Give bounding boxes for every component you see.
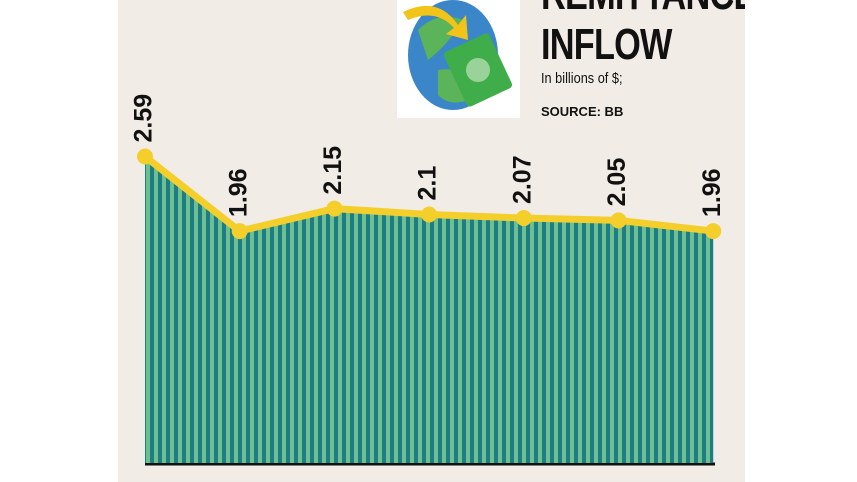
banknote-seal: [466, 58, 490, 82]
value-label: 2.07: [508, 155, 536, 204]
continent: [418, 16, 463, 61]
value-label: 2.1: [414, 166, 442, 201]
point: [137, 148, 153, 165]
point: [326, 200, 343, 217]
illustration: [397, 0, 520, 118]
chart: 2.59 1.96 2.15 2.1 2.07 2.05 1.96: [130, 94, 726, 466]
point: [421, 206, 438, 223]
chart-subtitle: In billions of $;: [541, 70, 623, 87]
chart-source: SOURCE: BB: [541, 104, 624, 119]
point: [705, 223, 722, 240]
value-label: 1.96: [698, 168, 726, 217]
point: [515, 210, 532, 227]
value-label: 2.15: [319, 146, 347, 195]
panel: REMITTANCE INFLOW In billions of $; SOUR…: [118, 0, 745, 482]
point: [610, 212, 627, 229]
arrow: [403, 5, 468, 41]
value-label: 2.05: [603, 158, 631, 207]
point: [231, 223, 248, 240]
value-label: 2.59: [130, 94, 158, 143]
value-label: 1.96: [224, 168, 252, 217]
area: [145, 156, 714, 463]
